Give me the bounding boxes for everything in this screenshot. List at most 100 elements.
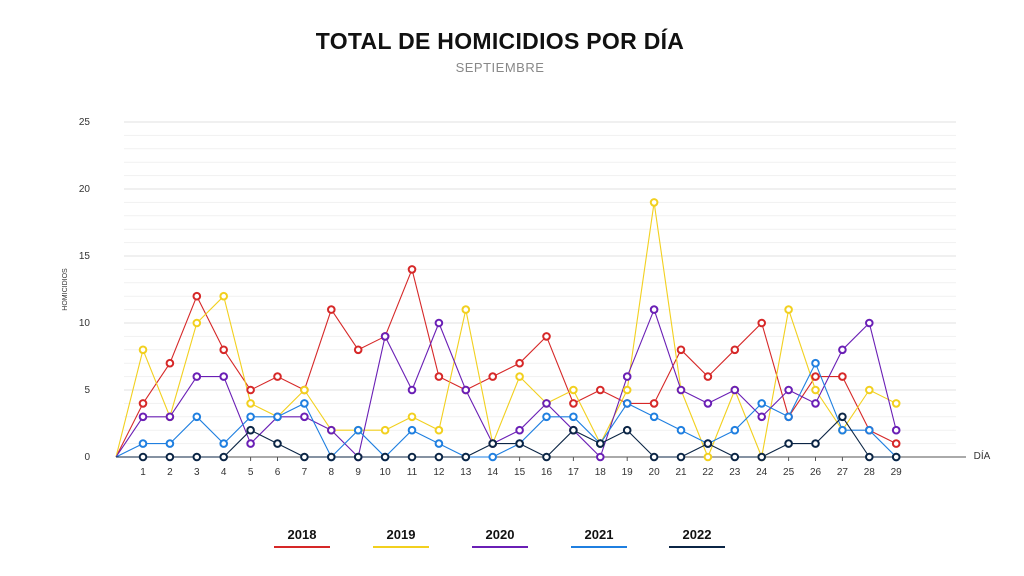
- data-point-2020: [407, 385, 417, 395]
- data-point-2021: [649, 412, 659, 422]
- data-point-2019: [219, 291, 228, 301]
- data-point-2020: [434, 318, 444, 328]
- data-point-2019: [811, 385, 820, 395]
- data-point-2022: [622, 425, 632, 435]
- x-tick-label: 23: [729, 467, 741, 478]
- x-tick-label: 3: [194, 467, 200, 478]
- data-point-2020: [838, 345, 847, 355]
- data-point-2022: [838, 412, 847, 422]
- data-point-2020: [138, 412, 148, 422]
- data-point-2022: [784, 439, 793, 448]
- data-point-2020: [757, 412, 767, 422]
- data-point-2019: [649, 198, 659, 207]
- data-point-2018: [649, 399, 659, 408]
- data-point-2019: [461, 305, 471, 314]
- x-tick-label: 19: [622, 467, 634, 478]
- data-point-2020: [300, 412, 309, 422]
- data-point-2018: [138, 399, 148, 408]
- data-point-2021: [811, 358, 820, 368]
- legend-item-2020: 2020: [470, 527, 530, 548]
- data-point-2021: [138, 439, 148, 448]
- data-point-2020: [784, 385, 793, 395]
- data-point-2019: [569, 385, 578, 395]
- x-tick-label: 10: [380, 467, 392, 478]
- data-point-2021: [219, 439, 228, 448]
- y-tick-label: 0: [84, 452, 90, 463]
- data-point-2022: [138, 452, 148, 462]
- data-point-2020: [542, 399, 551, 408]
- data-point-2019: [865, 385, 874, 395]
- data-point-2022: [730, 452, 740, 462]
- y-tick-label: 10: [79, 318, 91, 329]
- data-point-2019: [380, 425, 390, 435]
- data-point-2018: [703, 372, 713, 381]
- x-tick-label: 9: [355, 467, 361, 478]
- data-point-2021: [488, 452, 498, 462]
- data-point-2022: [353, 452, 363, 462]
- data-point-2022: [596, 439, 605, 448]
- series-line-2022: [116, 416, 897, 458]
- data-point-2022: [434, 452, 444, 462]
- data-point-2019: [407, 412, 417, 422]
- y-axis-label: HOMICIDIOS: [62, 268, 69, 311]
- data-point-2021: [165, 439, 175, 448]
- series-line-2020: [115, 309, 897, 458]
- data-point-2018: [488, 372, 498, 381]
- data-point-2022: [569, 425, 578, 435]
- x-tick-label: 14: [487, 467, 499, 478]
- chart-subtitle: SEPTIEMBRE: [455, 60, 545, 75]
- data-point-2021: [569, 412, 578, 422]
- data-point-2022: [192, 452, 202, 462]
- data-point-2018: [811, 372, 820, 381]
- data-point-2020: [649, 305, 659, 314]
- data-point-2022: [865, 452, 874, 462]
- legend-item-2021: 2021: [569, 527, 629, 548]
- x-tick-label: 11: [407, 467, 418, 478]
- chart-legend: 2018 2019 2020 2021 2022: [0, 527, 1024, 557]
- x-tick-label: 21: [675, 467, 687, 478]
- data-point-2021: [757, 399, 767, 408]
- data-point-2019: [891, 399, 901, 408]
- data-point-2022: [811, 439, 820, 448]
- legend-item-2022: 2022: [667, 527, 727, 548]
- legend-swatch: [274, 546, 330, 548]
- data-point-2021: [784, 412, 793, 422]
- data-point-2019: [515, 372, 524, 381]
- data-point-2018: [192, 291, 202, 301]
- x-tick-label: 27: [837, 467, 849, 478]
- data-point-2020: [380, 332, 390, 341]
- data-point-2022: [300, 452, 309, 462]
- data-point-2021: [676, 425, 686, 435]
- data-point-2019: [703, 452, 713, 462]
- x-tick-label: 29: [891, 467, 903, 478]
- chart-title: TOTAL DE HOMICIDIOS POR DÍA: [315, 28, 685, 54]
- x-tick-label: 25: [783, 467, 795, 478]
- data-point-2022: [380, 452, 390, 462]
- data-point-2022: [165, 452, 175, 462]
- data-point-2018: [542, 332, 551, 341]
- data-point-2018: [730, 345, 740, 355]
- x-tick-label: 16: [541, 467, 553, 478]
- x-tick-label: 12: [433, 467, 445, 478]
- data-point-2021: [622, 399, 632, 408]
- x-tick-label: 4: [221, 467, 227, 478]
- data-point-2018: [273, 372, 282, 381]
- data-point-2018: [891, 439, 901, 448]
- data-point-2021: [434, 439, 444, 448]
- x-tick-label: 13: [460, 467, 472, 478]
- data-point-2018: [353, 345, 363, 355]
- data-point-2020: [676, 385, 686, 395]
- data-point-2021: [273, 412, 282, 422]
- data-point-2021: [542, 412, 551, 422]
- data-point-2019: [622, 385, 632, 395]
- data-point-2020: [165, 412, 175, 422]
- x-tick-label: 20: [649, 467, 661, 478]
- data-point-2018: [327, 305, 336, 314]
- data-point-2022: [407, 452, 417, 462]
- data-point-2022: [461, 452, 471, 462]
- data-point-2021: [300, 399, 309, 408]
- x-tick-label: 1: [140, 467, 146, 478]
- data-point-2020: [192, 372, 202, 381]
- data-point-2022: [891, 452, 901, 462]
